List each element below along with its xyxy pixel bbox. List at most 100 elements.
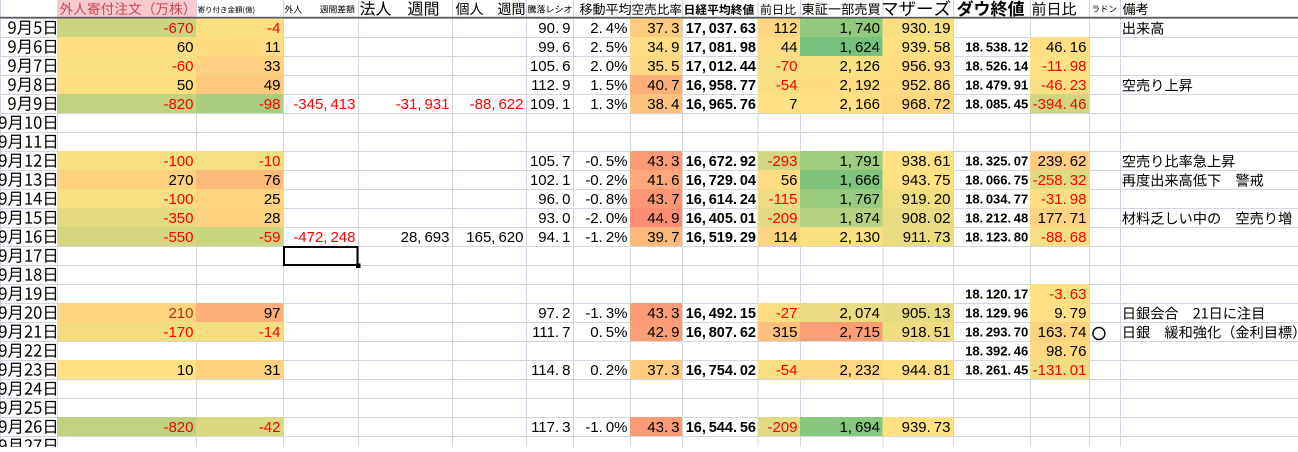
svg-text:-209: -209 xyxy=(767,210,797,227)
svg-text:968. 72: 968. 72 xyxy=(902,96,951,113)
svg-text:-98: -98 xyxy=(259,96,281,113)
svg-text:37. 3: 37. 3 xyxy=(647,362,679,379)
svg-text:1, 874: 1, 874 xyxy=(839,210,880,227)
svg-text:17, 012. 44: 17, 012. 44 xyxy=(686,59,756,75)
svg-text:10: 10 xyxy=(177,362,194,379)
svg-text:28, 693: 28, 693 xyxy=(401,229,450,246)
svg-text:-42: -42 xyxy=(259,419,281,436)
svg-text:-394. 46: -394. 46 xyxy=(1033,96,1087,113)
svg-text:918. 51: 918. 51 xyxy=(902,324,951,341)
svg-text:905. 13: 905. 13 xyxy=(902,305,951,322)
svg-text:1, 767: 1, 767 xyxy=(839,191,880,208)
svg-text:943. 75: 943. 75 xyxy=(902,172,951,189)
svg-text:1, 791: 1, 791 xyxy=(839,153,880,170)
svg-text:16, 729. 04: 16, 729. 04 xyxy=(686,173,756,189)
svg-text:2. 5%: 2. 5% xyxy=(590,39,627,56)
svg-text:18. 293. 70: 18. 293. 70 xyxy=(965,325,1028,340)
svg-text:-550: -550 xyxy=(163,229,193,246)
svg-text:109. 1: 109. 1 xyxy=(530,96,571,113)
svg-text:2, 126: 2, 126 xyxy=(839,58,880,75)
svg-text:-88, 622: -88, 622 xyxy=(470,96,524,113)
svg-text:-4: -4 xyxy=(267,20,280,37)
svg-text:35. 5: 35. 5 xyxy=(647,58,679,75)
svg-text:18. 325. 07: 18. 325. 07 xyxy=(965,154,1028,169)
svg-text:18. 392. 46: 18. 392. 46 xyxy=(965,344,1028,359)
svg-text:-345, 413: -345, 413 xyxy=(293,96,355,113)
svg-text:102. 1: 102. 1 xyxy=(530,172,571,189)
svg-text:-2. 0%: -2. 0% xyxy=(585,210,627,227)
svg-text:18. 261. 45: 18. 261. 45 xyxy=(965,363,1028,378)
svg-text:16, 614. 24: 16, 614. 24 xyxy=(686,192,756,208)
svg-text:18. 538. 12: 18. 538. 12 xyxy=(965,40,1028,55)
svg-text:-100: -100 xyxy=(163,191,193,208)
svg-text:177. 71: 177. 71 xyxy=(1038,210,1087,227)
svg-text:-10: -10 xyxy=(259,153,281,170)
svg-text:16, 807. 62: 16, 807. 62 xyxy=(686,325,756,341)
svg-text:-820: -820 xyxy=(163,96,193,113)
svg-text:2, 166: 2, 166 xyxy=(839,96,880,113)
svg-text:9. 79: 9. 79 xyxy=(1054,305,1086,322)
svg-text:18. 120. 17: 18. 120. 17 xyxy=(965,287,1028,302)
svg-text:114. 8: 114. 8 xyxy=(531,362,570,379)
svg-text:44: 44 xyxy=(781,39,798,56)
svg-text:911. 73: 911. 73 xyxy=(903,229,951,246)
svg-text:-31, 931: -31, 931 xyxy=(396,96,450,113)
svg-text:-1. 2%: -1. 2% xyxy=(585,229,627,246)
svg-text:18. 129. 96: 18. 129. 96 xyxy=(965,306,1028,321)
svg-text:2, 715: 2, 715 xyxy=(839,324,880,341)
svg-text:-60: -60 xyxy=(172,58,194,75)
svg-text:41. 6: 41. 6 xyxy=(647,172,679,189)
svg-text:98. 76: 98. 76 xyxy=(1046,343,1087,360)
svg-text:-14: -14 xyxy=(259,324,281,341)
svg-text:0. 5%: 0. 5% xyxy=(590,324,627,341)
svg-text:17, 081. 98: 17, 081. 98 xyxy=(686,40,756,56)
svg-text:908. 02: 908. 02 xyxy=(902,210,951,227)
svg-text:-11. 98: -11. 98 xyxy=(1042,58,1086,75)
svg-text:39. 7: 39. 7 xyxy=(647,229,679,246)
svg-text:44. 9: 44. 9 xyxy=(647,210,679,227)
svg-text:97. 2: 97. 2 xyxy=(538,305,570,322)
svg-text:96. 0: 96. 0 xyxy=(538,191,570,208)
svg-text:-88. 68: -88. 68 xyxy=(1041,229,1087,246)
svg-text:944. 81: 944. 81 xyxy=(902,362,951,379)
svg-text:18. 123. 80: 18. 123. 80 xyxy=(965,230,1028,245)
svg-text:42. 9: 42. 9 xyxy=(647,324,679,341)
svg-text:930. 19: 930. 19 xyxy=(902,20,951,37)
svg-text:28: 28 xyxy=(264,210,281,227)
svg-text:105. 7: 105. 7 xyxy=(530,153,571,170)
svg-text:90. 9: 90. 9 xyxy=(538,20,570,37)
svg-text:-0. 8%: -0. 8% xyxy=(585,191,627,208)
svg-text:2. 4%: 2. 4% xyxy=(590,20,627,37)
svg-text:-1. 3%: -1. 3% xyxy=(585,305,627,322)
svg-text:43. 3: 43. 3 xyxy=(647,153,679,170)
svg-text:-670: -670 xyxy=(163,20,193,37)
svg-text:-54: -54 xyxy=(776,77,798,94)
svg-text:76: 76 xyxy=(264,172,281,189)
svg-text:165, 620: 165, 620 xyxy=(466,229,523,246)
svg-text:-70: -70 xyxy=(776,58,798,75)
svg-text:-0. 5%: -0. 5% xyxy=(585,153,627,170)
svg-text:16, 519. 29: 16, 519. 29 xyxy=(686,230,756,246)
svg-text:210: 210 xyxy=(168,305,193,322)
svg-text:163. 74: 163. 74 xyxy=(1038,324,1087,341)
svg-text:43. 3: 43. 3 xyxy=(647,419,679,436)
svg-text:25: 25 xyxy=(264,191,281,208)
svg-text:-1. 0%: -1. 0% xyxy=(585,419,627,436)
svg-text:919. 20: 919. 20 xyxy=(902,191,951,208)
svg-text:-115: -115 xyxy=(769,191,798,208)
svg-text:17, 037. 63: 17, 037. 63 xyxy=(686,21,756,37)
svg-text:315: 315 xyxy=(772,324,797,341)
svg-text:16, 492. 15: 16, 492. 15 xyxy=(686,306,756,322)
svg-text:-131. 01: -131. 01 xyxy=(1033,362,1087,379)
svg-text:117. 3: 117. 3 xyxy=(531,419,570,436)
svg-text:16, 544. 56: 16, 544. 56 xyxy=(686,420,756,436)
svg-text:-100: -100 xyxy=(163,153,193,170)
svg-text:38. 4: 38. 4 xyxy=(647,96,679,113)
svg-text:239. 62: 239. 62 xyxy=(1038,153,1087,170)
svg-text:-170: -170 xyxy=(163,324,193,341)
svg-text:31: 31 xyxy=(264,362,281,379)
svg-text:2, 130: 2, 130 xyxy=(839,229,880,246)
svg-text:-258. 32: -258. 32 xyxy=(1033,172,1087,189)
svg-text:2, 232: 2, 232 xyxy=(839,362,880,379)
svg-text:1, 624: 1, 624 xyxy=(839,39,880,56)
